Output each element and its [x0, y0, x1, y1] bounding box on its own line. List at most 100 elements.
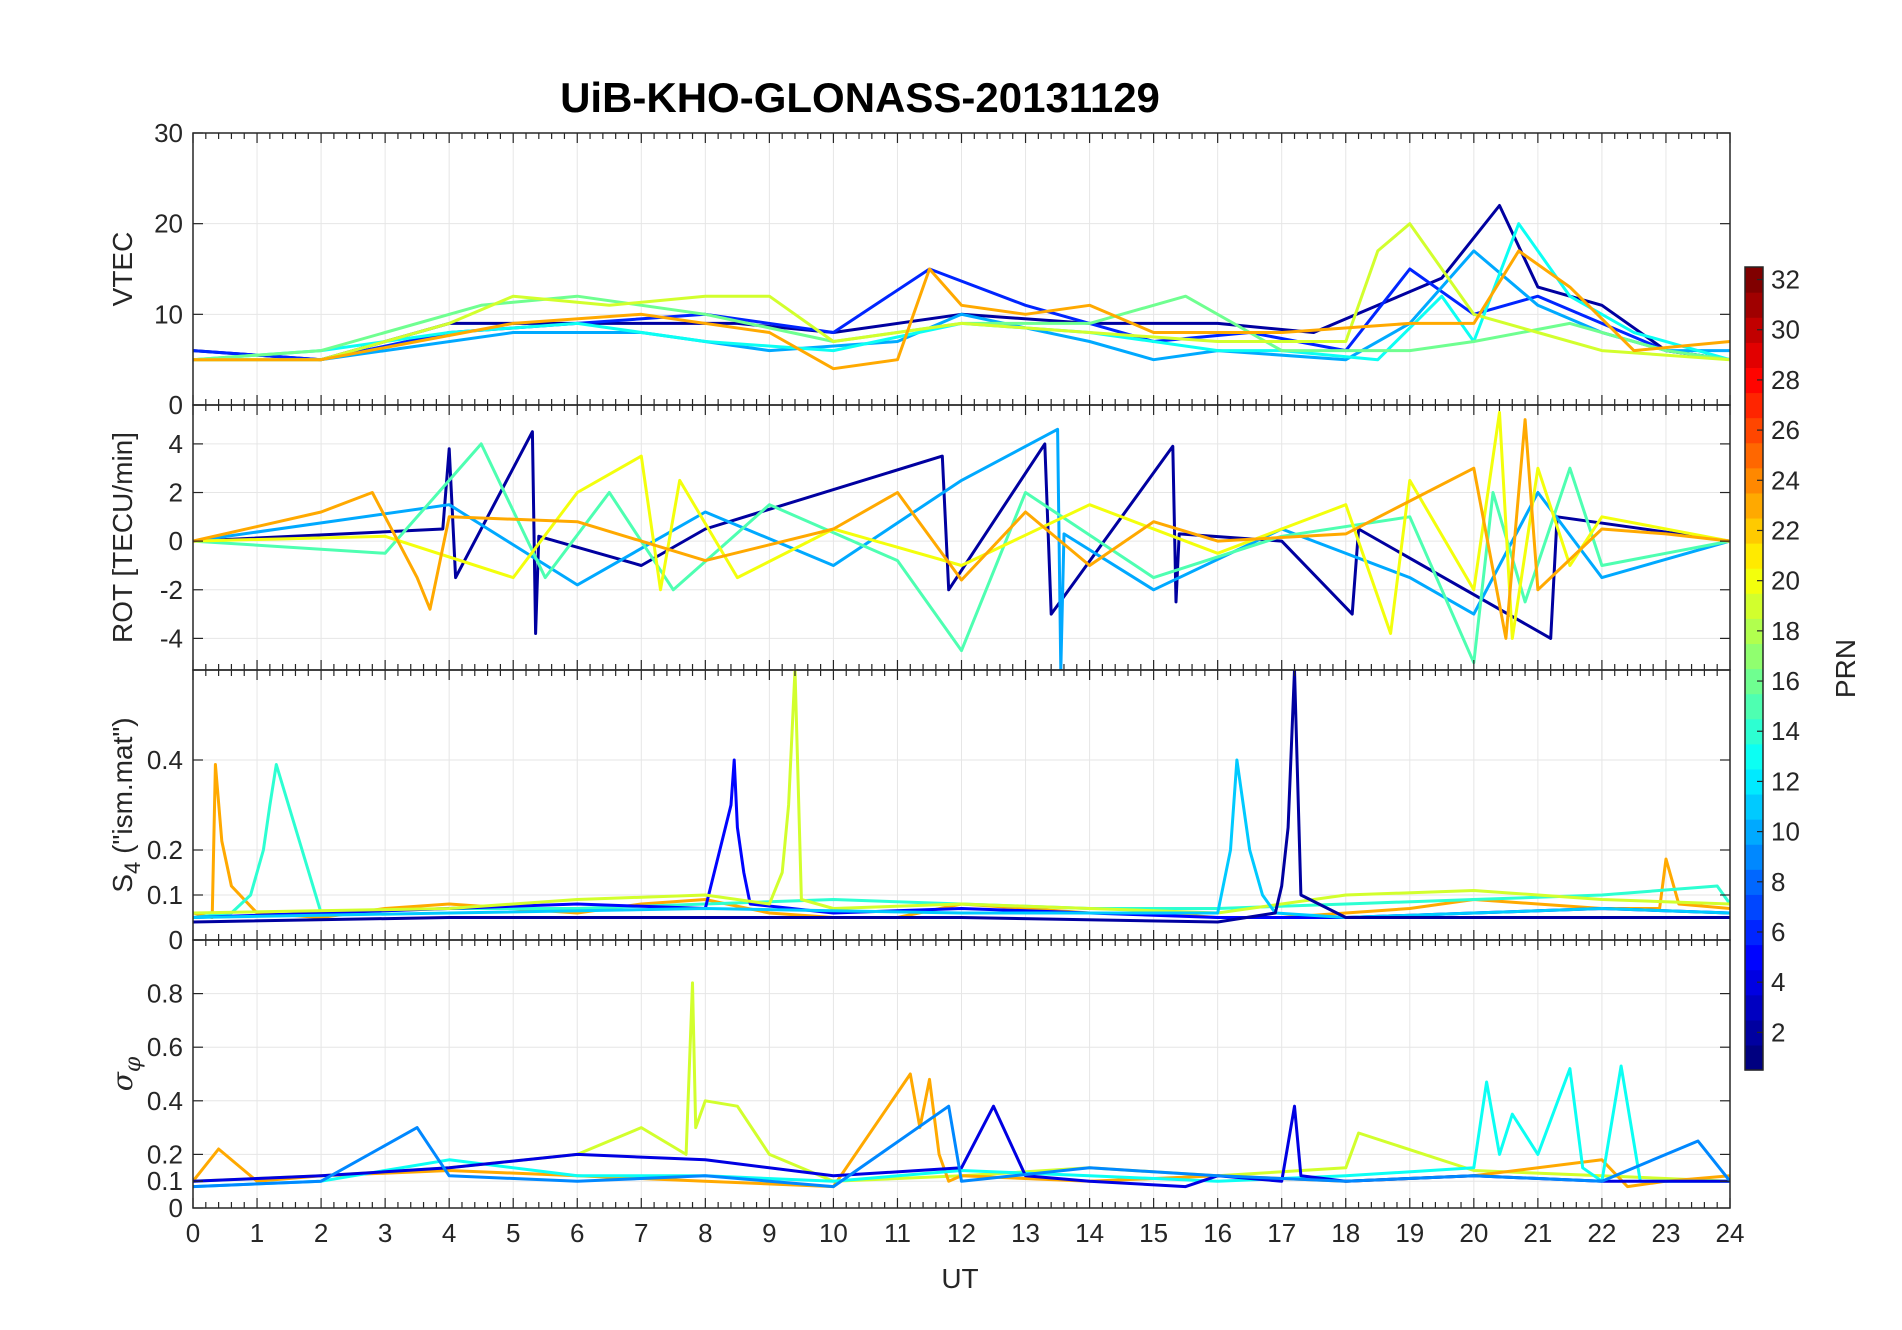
- y-tick-label: 30: [154, 118, 183, 148]
- series-line-prn-16: [193, 294, 1730, 362]
- x-tick-label: 21: [1523, 1218, 1552, 1248]
- colorbar-segment: [1745, 568, 1763, 594]
- colorbar-segment: [1745, 392, 1763, 419]
- series-group: [193, 204, 1730, 371]
- x-tick-label: 11: [884, 1218, 911, 1248]
- y-axis-label: σφ: [106, 1056, 146, 1091]
- colorbar-segment: [1745, 543, 1763, 569]
- colorbar-segment: [1745, 718, 1763, 745]
- x-tick-label: 2: [314, 1218, 328, 1248]
- colorbar-segment: [1745, 768, 1763, 795]
- x-tick-label: 10: [819, 1218, 848, 1248]
- colorbar-segment: [1745, 442, 1763, 469]
- series-line-prn-13: [193, 222, 1730, 362]
- y-tick-label: 0: [169, 526, 183, 556]
- colorbar-tick-label: 28: [1771, 365, 1800, 395]
- x-axis-label: UT: [941, 1263, 978, 1294]
- colorbar-segment: [1745, 894, 1763, 921]
- colorbar-label: PRN: [1830, 639, 1861, 698]
- colorbar-tick-label: 6: [1771, 917, 1785, 947]
- colorbar-tick-label: 18: [1771, 616, 1800, 646]
- colorbar-tick-label: 32: [1771, 265, 1800, 295]
- series-group: [193, 981, 1730, 1189]
- y-tick-label: 0.6: [147, 1032, 183, 1062]
- colorbar-segment: [1745, 793, 1763, 820]
- colorbar-segment: [1745, 367, 1763, 394]
- series-line-prn-15: [193, 442, 1730, 665]
- series-line-prn-10: [193, 427, 1730, 670]
- x-tick-label: 6: [570, 1218, 584, 1248]
- colorbar-tick-label: 10: [1771, 817, 1800, 847]
- colorbar-segment: [1745, 492, 1763, 519]
- colorbar-segment: [1745, 618, 1763, 645]
- y-tick-label: 0.1: [147, 1166, 183, 1196]
- x-tick-label: 15: [1139, 1218, 1168, 1248]
- x-tick-label: 3: [378, 1218, 392, 1248]
- y-tick-label: 4: [169, 429, 183, 459]
- panel-vtec: 0 10 20 30 VTEC: [107, 118, 1731, 420]
- y-axis-label: VTEC: [107, 232, 138, 307]
- colorbar-tick-label: 20: [1771, 566, 1800, 596]
- colorbar-segment: [1745, 969, 1763, 996]
- colorbar-frame: [1744, 266, 1764, 1071]
- series-line-prn-23: [193, 249, 1730, 371]
- colorbar-segment: [1745, 317, 1763, 343]
- colorbar-segment: [1745, 342, 1763, 368]
- y-tick-label: 0.2: [147, 835, 183, 865]
- x-tick-label: 12: [947, 1218, 976, 1248]
- y-tick-label: 0.1: [147, 880, 183, 910]
- colorbar-tick-label: 2: [1771, 1017, 1785, 1047]
- series-line-prn-20: [193, 410, 1730, 640]
- colorbar-segment: [1745, 844, 1763, 870]
- y-tick-label: 0: [169, 1193, 183, 1223]
- series-line-prn-13: [193, 1064, 1730, 1189]
- series-line-prn-19: [193, 981, 1730, 1183]
- y-tick-label: 20: [154, 209, 183, 239]
- colorbar-tick-label: 12: [1771, 766, 1800, 796]
- y-tick-label: -2: [160, 575, 183, 605]
- colorbar-tick-label: 8: [1771, 867, 1785, 897]
- colorbar-segment: [1745, 517, 1763, 544]
- x-tick-label: 8: [698, 1218, 712, 1248]
- y-tick-label: 0.4: [147, 745, 183, 775]
- chart-title: UiB-KHO-GLONASS-20131129: [560, 74, 1160, 121]
- series-line-prn-23: [193, 418, 1730, 640]
- series-group: [193, 410, 1730, 670]
- y-tick-label: 0.4: [147, 1086, 183, 1116]
- x-tick-label: 19: [1395, 1218, 1424, 1248]
- colorbar-segment: [1745, 292, 1763, 318]
- x-tick-label: 5: [506, 1218, 520, 1248]
- series-line-prn-19: [193, 670, 1730, 915]
- x-tick-label: 17: [1267, 1218, 1296, 1248]
- y-tick-label: 10: [154, 299, 183, 329]
- colorbar-tick-label: 4: [1771, 967, 1785, 997]
- colorbar-segment: [1745, 869, 1763, 895]
- colorbar-segment: [1745, 743, 1763, 770]
- x-tick-label: 9: [762, 1218, 776, 1248]
- y-tick-label: 0.8: [147, 979, 183, 1009]
- y-tick-label: 2: [169, 478, 183, 508]
- x-tick-label: 20: [1459, 1218, 1488, 1248]
- series-line-prn-11: [193, 758, 1730, 919]
- x-tick-label: 16: [1203, 1218, 1232, 1248]
- x-tick-label: 14: [1075, 1218, 1104, 1248]
- x-tick-label: 23: [1651, 1218, 1680, 1248]
- colorbar-segment: [1745, 467, 1763, 494]
- colorbar-segment: [1745, 994, 1763, 1021]
- panel-rot: -4 -2 0 2 4 ROT [TECU/min]: [107, 404, 1731, 671]
- colorbar-tick-label: 14: [1771, 716, 1800, 746]
- x-tick-label: 4: [442, 1218, 456, 1248]
- colorbar-tick-label: 22: [1771, 515, 1800, 545]
- series-group: [193, 670, 1730, 924]
- x-tick-label: 0: [186, 1218, 200, 1248]
- y-tick-label: 0: [169, 925, 183, 955]
- x-tick-label: 7: [634, 1218, 648, 1248]
- x-tick-label: 24: [1716, 1218, 1745, 1248]
- colorbar-segment: [1745, 643, 1763, 670]
- colorbar-segment: [1745, 417, 1763, 444]
- series-line-prn-2: [193, 430, 1730, 640]
